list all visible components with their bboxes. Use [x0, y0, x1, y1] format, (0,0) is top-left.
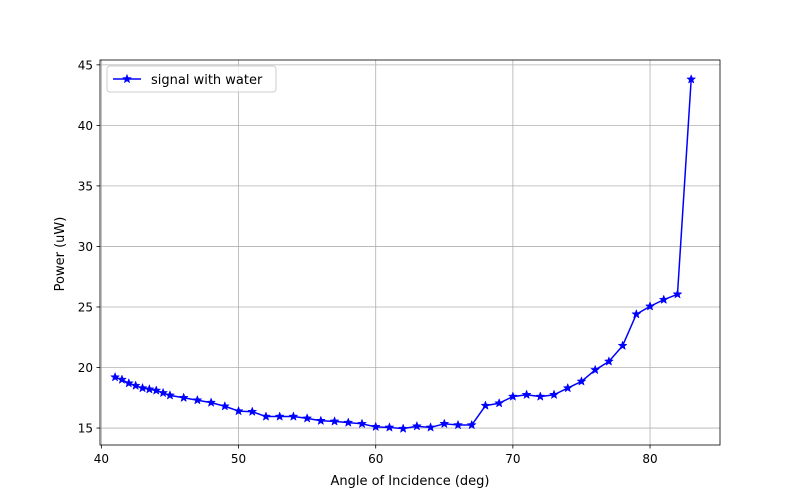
data-point-marker [494, 397, 505, 408]
data-series [110, 74, 697, 433]
data-point-marker [672, 288, 683, 299]
data-point-marker [535, 391, 546, 401]
data-point-marker [425, 422, 436, 432]
x-tick-label: 60 [368, 452, 383, 466]
legend-series-marker [121, 73, 133, 84]
legend-series-label: signal with water [151, 73, 263, 88]
data-point-marker [452, 419, 464, 430]
data-point-marker [480, 400, 491, 410]
plot-area [100, 60, 720, 445]
y-tick-label: 45 [78, 58, 93, 72]
data-point-marker [130, 380, 141, 390]
x-tick-label: 40 [94, 452, 109, 466]
data-point-marker [260, 411, 272, 421]
data-point-marker [603, 356, 614, 366]
y-axis-label: Power (uW) [53, 217, 68, 292]
data-point-marker [466, 419, 477, 430]
data-point-marker [164, 390, 176, 400]
data-point-marker [206, 397, 217, 407]
data-point-marker [288, 411, 299, 421]
data-point-marker [439, 418, 450, 429]
data-point-marker [274, 411, 285, 421]
plot-background [100, 60, 720, 445]
x-tick-label: 70 [505, 452, 520, 466]
data-point-marker [123, 377, 134, 388]
y-tick-label: 35 [78, 179, 93, 193]
data-point-marker [590, 364, 601, 375]
data-point-marker [576, 376, 587, 386]
y-tick-label: 15 [78, 422, 93, 436]
data-point-marker [644, 301, 656, 311]
y-tick-label: 40 [78, 119, 93, 133]
axes: 40 50 60 70 80 15 20 25 30 35 40 45 [78, 58, 721, 466]
data-point-marker [548, 389, 560, 400]
data-point-marker [219, 400, 230, 411]
data-point-marker [411, 420, 422, 431]
data-point-marker [151, 385, 162, 395]
data-point-marker [658, 294, 669, 305]
data-point-marker [370, 421, 381, 432]
x-axis-label: Angle of Incidence (deg) [330, 474, 489, 489]
data-point-marker [343, 417, 354, 427]
x-tick-label: 80 [642, 452, 657, 466]
data-point-marker [144, 383, 155, 394]
data-point-marker [521, 389, 532, 400]
data-point-marker [178, 392, 189, 403]
data-point-marker [617, 340, 628, 351]
data-point-marker [137, 382, 148, 393]
data-point-marker [116, 374, 127, 384]
data-point-marker [356, 418, 368, 429]
legend: signal with water [106, 65, 277, 93]
axes-frame [99, 59, 721, 446]
data-point-marker [562, 382, 573, 393]
data-point-marker [233, 405, 244, 416]
y-tick-label: 25 [78, 300, 93, 314]
data-point-marker [507, 391, 518, 401]
data-point-marker [192, 394, 203, 405]
data-point-marker [384, 422, 395, 432]
data-point-marker [247, 406, 258, 417]
data-point-marker [398, 423, 409, 433]
y-tick-label: 30 [78, 240, 93, 254]
data-point-marker [631, 308, 642, 319]
data-point-marker [110, 371, 121, 382]
data-point-marker [329, 416, 340, 426]
data-point-marker [315, 415, 326, 426]
data-point-marker [302, 413, 313, 423]
data-point-marker [158, 387, 169, 398]
y-tick-label: 20 [78, 361, 93, 375]
legend-box [106, 65, 277, 93]
data-point-marker [686, 74, 697, 84]
x-tick-label: 50 [231, 452, 246, 466]
